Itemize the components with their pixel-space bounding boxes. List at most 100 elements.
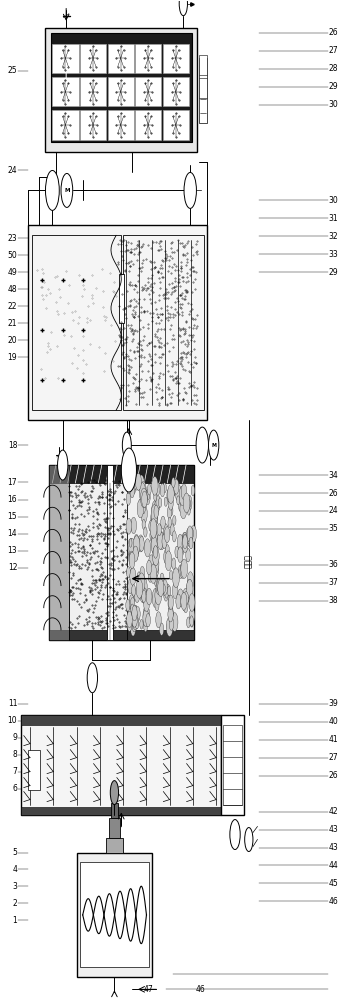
Bar [163,110,189,140]
Circle shape [135,617,139,629]
Text: 26: 26 [329,28,338,37]
Circle shape [138,535,144,552]
Circle shape [166,545,169,555]
Circle shape [155,482,160,495]
Circle shape [110,781,119,805]
Text: 42: 42 [329,807,338,816]
Bar [49,465,194,640]
Circle shape [186,528,192,544]
Circle shape [139,498,142,508]
Text: M: M [64,188,70,193]
Circle shape [142,519,145,529]
Bar [51,33,192,142]
Circle shape [181,593,187,610]
Circle shape [132,482,136,494]
Circle shape [183,532,187,544]
Circle shape [149,521,153,532]
Circle shape [130,597,135,611]
Circle shape [147,491,150,499]
Circle shape [144,539,151,557]
Circle shape [172,486,175,496]
Bar [49,465,69,640]
Circle shape [142,590,146,602]
Text: 27: 27 [329,753,338,762]
Circle shape [138,573,145,592]
Text: 1: 1 [12,916,17,925]
Bar [28,750,40,790]
Circle shape [154,515,158,525]
Bar [125,500,133,518]
Bar [199,55,208,75]
Circle shape [138,475,145,493]
Circle shape [57,450,68,480]
Circle shape [180,563,185,578]
Circle shape [188,499,191,508]
Circle shape [146,588,152,605]
Text: 3: 3 [12,882,17,891]
Bar [107,465,113,640]
Circle shape [127,567,130,578]
Text: 31: 31 [329,214,338,223]
Circle shape [134,548,138,560]
Circle shape [156,578,162,595]
Circle shape [146,560,152,575]
Circle shape [137,572,141,583]
Text: 46: 46 [196,985,206,994]
Circle shape [182,599,187,611]
Circle shape [140,566,145,580]
Bar [52,110,79,140]
Text: 20: 20 [8,336,17,345]
Circle shape [128,547,135,566]
Text: 50: 50 [8,251,17,260]
Circle shape [150,528,155,543]
Circle shape [157,524,162,536]
Circle shape [158,579,164,597]
Circle shape [183,599,188,613]
Bar [119,274,124,323]
Circle shape [172,477,175,488]
Circle shape [87,663,98,693]
Circle shape [187,580,192,595]
Bar [108,44,134,73]
Bar [80,862,149,967]
Circle shape [126,492,131,505]
Circle shape [162,534,167,549]
Circle shape [175,569,178,578]
Text: 46: 46 [329,897,338,906]
Text: 5: 5 [12,848,17,857]
Circle shape [178,493,184,512]
Circle shape [154,505,158,518]
Circle shape [186,579,193,598]
Circle shape [144,621,147,632]
Circle shape [129,552,135,569]
Circle shape [129,539,132,547]
Circle shape [184,172,197,208]
Circle shape [157,578,162,592]
Circle shape [180,499,187,519]
Circle shape [155,585,162,605]
Bar [163,77,189,106]
Circle shape [130,621,136,636]
Circle shape [173,482,176,490]
Circle shape [171,479,176,495]
Text: 13: 13 [8,546,17,555]
Circle shape [191,485,195,496]
Text: 29: 29 [329,268,338,277]
Circle shape [160,483,165,497]
Circle shape [132,612,138,630]
Circle shape [140,488,147,508]
Bar [163,44,189,73]
Circle shape [137,499,144,518]
Circle shape [181,484,187,500]
Circle shape [177,589,184,607]
Text: 32: 32 [329,232,338,241]
Circle shape [134,605,137,614]
Circle shape [187,533,192,547]
Circle shape [152,554,159,574]
Circle shape [156,496,160,508]
Text: 34: 34 [329,471,338,480]
Text: 39: 39 [329,699,338,708]
Text: 8: 8 [12,750,17,759]
Text: 29: 29 [329,82,338,91]
Text: 27: 27 [329,46,338,55]
